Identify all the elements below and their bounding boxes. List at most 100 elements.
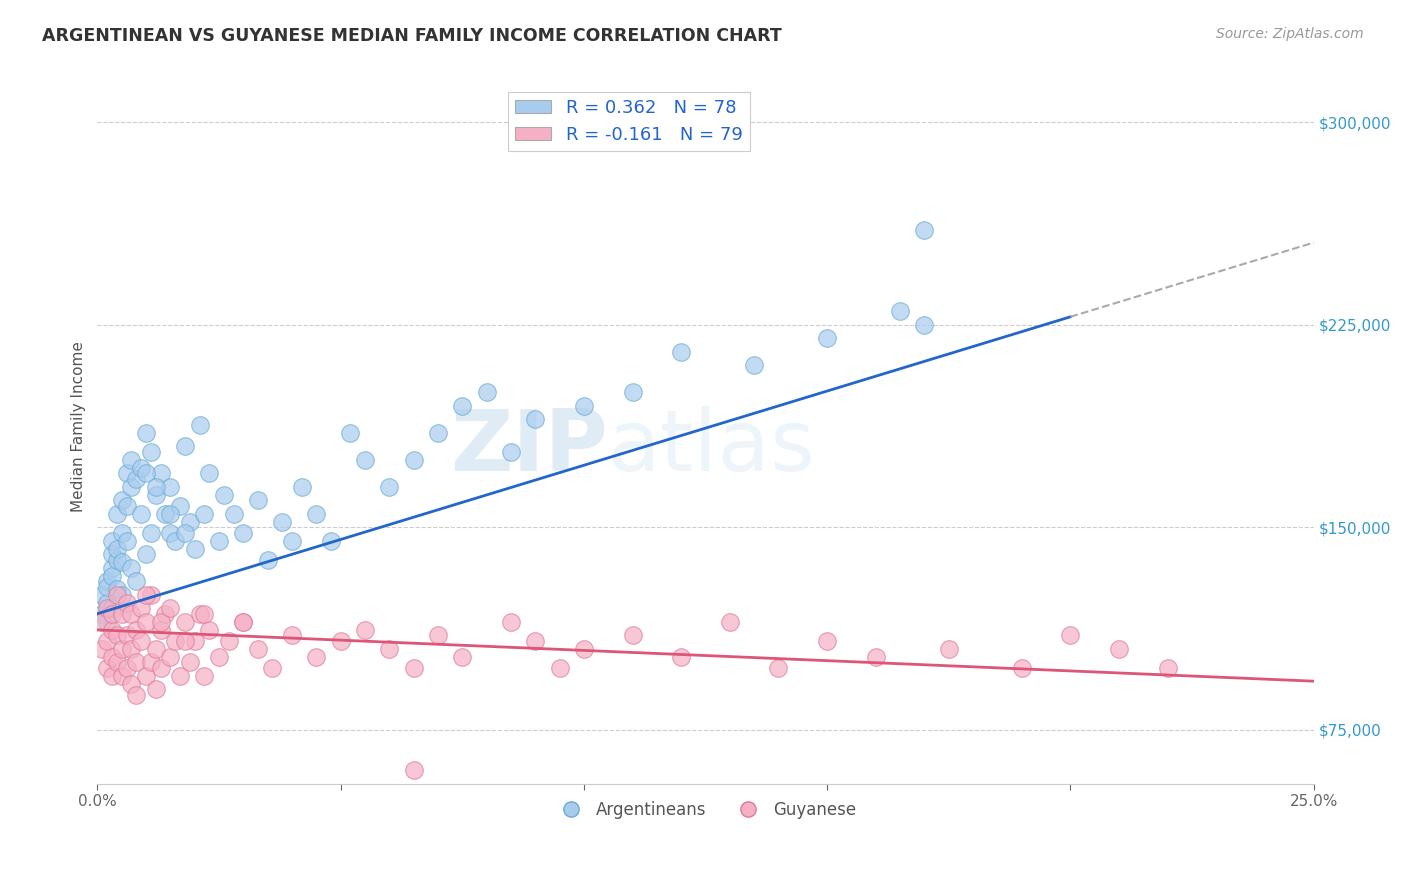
Point [499,615,522,629]
Point [938,641,960,656]
Point [193,669,215,683]
Point [105,507,128,521]
Point [159,649,181,664]
Point [305,507,328,521]
Legend: Argentineans, Guyanese: Argentineans, Guyanese [548,794,863,825]
Point [139,444,162,458]
Point [120,453,142,467]
Point [354,623,377,637]
Point [378,641,401,656]
Point [135,615,157,629]
Point [198,467,221,481]
Point [159,601,181,615]
Point [91,607,114,621]
Point [281,628,304,642]
Point [155,607,177,621]
Point [115,467,138,481]
Point [149,467,172,481]
Point [101,601,124,615]
Point [426,628,449,642]
Point [402,661,425,675]
Point [139,525,162,540]
Point [135,669,157,683]
Point [96,633,118,648]
Point [115,596,138,610]
Point [145,488,167,502]
Point [912,223,935,237]
Point [120,561,142,575]
Point [96,661,118,675]
Point [174,615,197,629]
Point [105,582,128,597]
Point [451,649,474,664]
Point [174,439,197,453]
Point [912,318,935,332]
Point [246,493,269,508]
Point [101,561,124,575]
Point [572,399,595,413]
Point [111,607,134,621]
Point [159,507,181,521]
Point [169,499,191,513]
Point [524,412,547,426]
Point [281,533,304,548]
Point [621,628,644,642]
Y-axis label: Median Family Income: Median Family Income [72,341,86,512]
Point [125,574,148,589]
Point [129,507,152,521]
Point [169,669,191,683]
Point [115,533,138,548]
Point [188,607,211,621]
Point [339,425,361,440]
Point [262,661,284,675]
Point [115,628,138,642]
Point [426,425,449,440]
Point [96,596,118,610]
Point [149,615,172,629]
Point [319,533,342,548]
Point [120,480,142,494]
Point [669,345,692,359]
Point [125,623,148,637]
Point [125,688,148,702]
Point [354,453,377,467]
Point [111,556,134,570]
Point [208,649,231,664]
Point [120,677,142,691]
Point [101,547,124,561]
Point [129,601,152,615]
Point [159,480,181,494]
Point [145,641,167,656]
Point [329,633,352,648]
Point [101,569,124,583]
Point [188,417,211,432]
Point [198,623,221,637]
Point [524,633,547,648]
Point [111,493,134,508]
Point [135,588,157,602]
Point [1108,641,1130,656]
Point [378,480,401,494]
Point [548,661,571,675]
Point [120,607,142,621]
Point [1059,628,1081,642]
Point [889,304,911,318]
Point [139,655,162,669]
Point [129,461,152,475]
Point [101,623,124,637]
Point [125,472,148,486]
Point [115,661,138,675]
Point [669,649,692,664]
Point [120,641,142,656]
Text: Source: ZipAtlas.com: Source: ZipAtlas.com [1216,27,1364,41]
Point [165,633,187,648]
Point [208,533,231,548]
Point [174,633,197,648]
Point [165,533,187,548]
Point [815,331,838,345]
Point [145,682,167,697]
Point [105,541,128,556]
Point [115,499,138,513]
Point [218,633,240,648]
Point [246,641,269,656]
